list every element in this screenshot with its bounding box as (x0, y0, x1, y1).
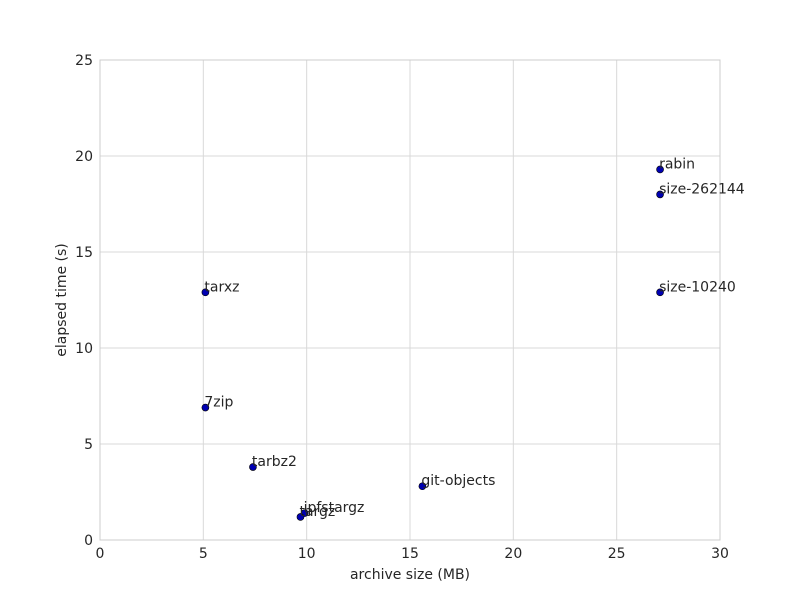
data-point-size-262144 (656, 190, 664, 199)
x-tick-label: 10 (298, 546, 316, 562)
data-point-7zip (201, 403, 210, 412)
x-tick-label: 25 (608, 546, 626, 562)
point-labels: rabin size-262144 size-10240 tarxz 7zip tarbz… (204, 156, 744, 520)
x-tick-label: 20 (504, 546, 522, 562)
data-point-git-objects (418, 482, 427, 491)
x-axis-ticks: 0 5 10 15 20 25 30 (96, 546, 729, 562)
point-label-7zip: 7zip (204, 395, 233, 411)
y-tick-label: 0 (84, 533, 93, 549)
x-axis-label: archive size (MB) (350, 567, 470, 583)
point-label-size-10240: size-10240 (659, 279, 736, 295)
point-label-rabin: rabin (659, 156, 695, 172)
point-label-tarxz: tarxz (204, 279, 239, 295)
point-label-targz: targz (299, 504, 335, 520)
plot-frame (99, 59, 721, 541)
y-tick-label: 25 (75, 53, 93, 69)
data-point-targz (296, 513, 305, 521)
y-axis-label: elapsed time (s) (54, 243, 70, 357)
x-tick-label: 5 (199, 546, 208, 562)
y-axis-ticks: 0 5 10 15 20 25 (75, 53, 93, 549)
y-tick-label: 15 (75, 245, 93, 261)
y-tick-label: 5 (84, 437, 93, 453)
point-label-tarbz2: tarbz2 (252, 454, 297, 470)
y-tick-label: 10 (75, 341, 93, 357)
data-point-size-10240 (656, 288, 664, 297)
point-label-git-objects: git-objects (421, 473, 495, 489)
point-label-size-262144: size-262144 (659, 181, 745, 197)
x-tick-label: 0 (96, 546, 105, 562)
data-point-tarxz (201, 288, 210, 297)
data-points (201, 165, 664, 521)
data-point-rabin (656, 165, 664, 174)
x-tick-label: 15 (401, 546, 419, 562)
data-point-tarbz2 (249, 463, 257, 471)
point-label-ipfstargz: ipfstargz (304, 500, 365, 516)
y-tick-label: 20 (75, 149, 93, 165)
x-tick-label: 30 (711, 546, 729, 562)
